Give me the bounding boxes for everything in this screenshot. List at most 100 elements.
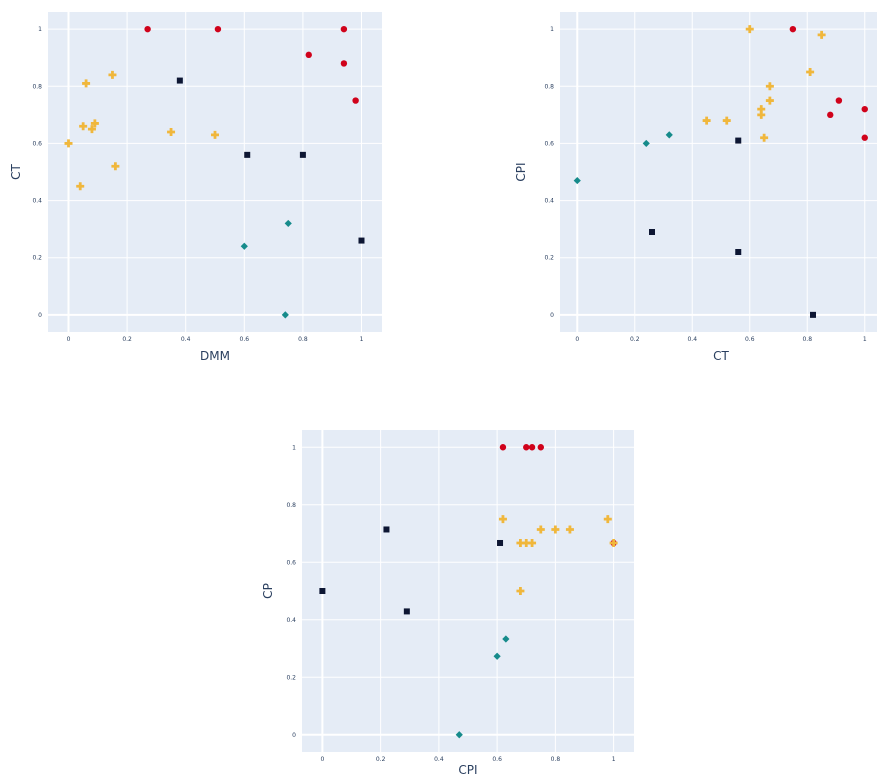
data-point-cross [745,25,754,34]
y-tick-label: 0.2 [32,255,42,262]
data-point-circle [214,25,222,33]
y-tick-label: 0.6 [32,140,42,147]
data-point-circle [835,97,843,104]
data-point-cross [90,119,99,128]
series-cross [498,515,618,595]
data-point-circle [789,25,797,33]
data-point-cross [757,105,766,114]
data-point-circle [144,25,151,33]
y-tick-label: 1 [38,26,42,33]
series-circle [144,25,359,104]
x-tick-label: 0.8 [802,336,812,343]
data-point-cross [609,538,618,547]
y-tick-label: 0.4 [286,617,296,624]
data-point-square [358,237,365,244]
data-point-cross [528,538,537,547]
data-point-circle [340,60,348,67]
data-point-cross [765,96,774,105]
y-tick-label: 0 [550,312,554,319]
series-square [176,77,365,244]
y-tick-label: 0.4 [32,198,42,205]
data-point-cross [722,116,731,125]
x-tick-label: 0.4 [181,336,191,343]
scatter-panel-3: 0 0 0.2 0.2 0.4 0.4 0.6 0.6 0.8 0.8 1 1 CPI CP [261,430,634,777]
data-point-circle [305,51,312,59]
x-tick-label: 0.8 [551,756,561,763]
series-circle [499,444,617,547]
data-point-square [810,311,816,318]
data-point-square [403,608,410,615]
x-tick-label: 0.4 [687,336,697,343]
data-point-cross [516,538,525,547]
series-diamond [573,131,673,185]
y-tick-label: 1 [550,26,554,33]
data-point-square [383,526,390,533]
data-point-cross [211,130,219,139]
x-tick-label: 1 [863,336,867,343]
x-tick-label: 0.6 [745,336,755,343]
data-point-diamond [493,652,501,660]
data-point-circle [340,25,348,33]
x-tick-label: 0.2 [122,336,132,343]
data-point-circle [861,105,868,113]
data-point-cross [111,162,120,171]
data-point-diamond [642,139,650,148]
data-point-cross [765,82,774,91]
data-point-diamond [573,176,581,185]
y-tick-label: 0.2 [544,255,554,262]
data-point-diamond [455,731,463,739]
data-point-cross [108,70,117,79]
data-point-cross [806,68,815,76]
y-tick-label: 0.8 [32,83,42,90]
data-point-circle [499,444,507,451]
data-point-cross [760,133,769,142]
x-tick-label: 1 [360,336,364,343]
data-point-cross [79,122,88,131]
data-point-circle [528,444,536,451]
x-axis-title: CT [713,349,729,363]
data-point-cross [817,30,826,39]
data-point-square [176,77,183,84]
data-point-square [244,151,251,158]
data-point-cross [516,587,525,595]
data-point-diamond [284,219,292,228]
x-tick-label: 0.2 [376,756,386,763]
data-point-cross [551,525,560,534]
data-point-circle [827,111,834,119]
y-axis-title: CT [9,163,23,179]
x-tick-label: 0.2 [630,336,640,343]
data-point-square [497,539,504,546]
scatter-panel-2: 0 0 0.2 0.2 0.4 0.4 0.6 0.6 0.8 0.8 1 1 CT CPI [514,12,877,363]
y-tick-label: 0.6 [544,140,554,147]
data-point-cross [167,128,176,136]
x-tick-label: 0 [67,336,71,343]
data-point-cross [757,110,766,119]
x-axis-title: DMM [200,349,230,363]
y-axis-title: CP [261,583,275,599]
series-cross [64,70,219,191]
data-point-diamond [502,635,510,643]
data-point-circle [537,444,545,451]
data-point-circle [352,97,359,104]
x-tick-label: 0 [575,336,579,343]
y-tick-label: 0.8 [544,83,554,90]
plot-area [48,12,382,332]
x-axis-title: CPI [458,763,477,777]
x-tick-label: 0.8 [298,336,308,343]
series-square [649,137,816,318]
data-point-cross [565,525,574,534]
data-point-square [735,137,742,144]
data-point-cross [64,139,73,148]
x-tick-label: 0.4 [434,756,444,763]
series-square [319,526,504,615]
scatter-panel-1: 0 0 0.2 0.2 0.4 0.4 0.6 0.6 0.8 0.8 1 1 DMM CT [9,12,382,363]
plot-area [302,430,634,752]
x-tick-label: 0.6 [240,336,250,343]
data-point-square [735,249,742,255]
y-tick-label: 1 [292,444,296,451]
data-point-square [299,151,306,158]
y-tick-label: 0 [292,732,296,739]
y-tick-label: 0 [38,312,42,319]
y-axis-title: CPI [514,162,528,181]
data-point-diamond [240,242,248,250]
